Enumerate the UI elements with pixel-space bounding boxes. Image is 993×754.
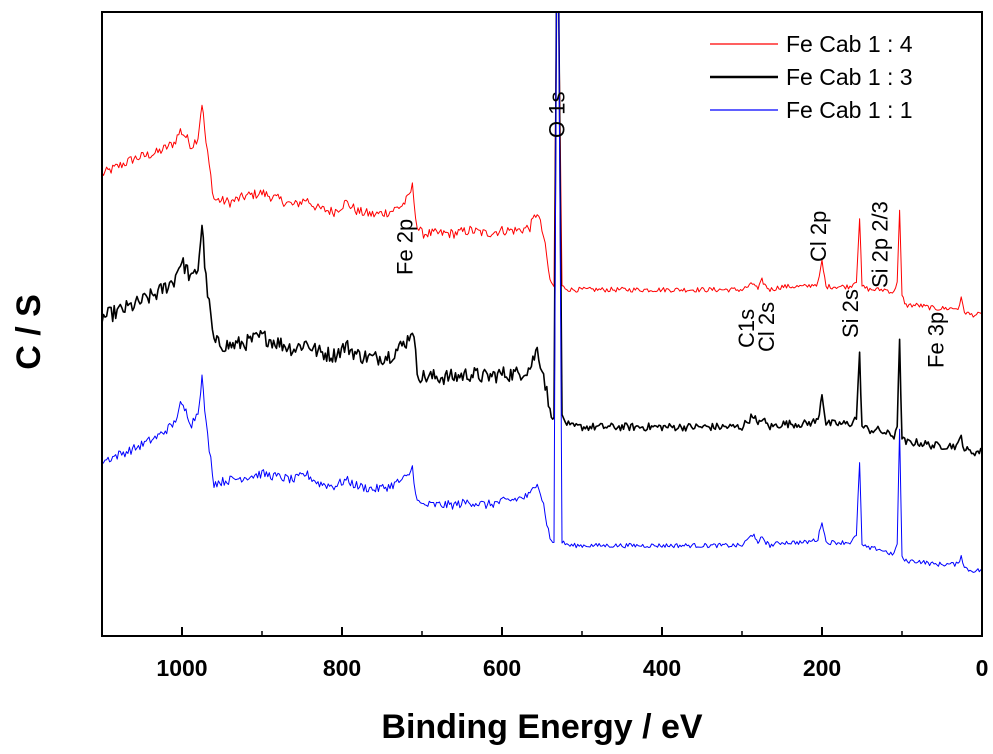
- series-line-2: [101, 11, 983, 457]
- legend-label: Fe Cab 1 : 1: [786, 97, 913, 123]
- peak-label: Si 2p 2/3: [868, 201, 893, 288]
- x-tick-label: 800: [323, 655, 361, 681]
- peak-label: Cl 2p: [806, 211, 831, 262]
- x-tick-label: 200: [803, 655, 841, 681]
- legend-label: Fe Cab 1 : 4: [786, 31, 913, 57]
- plot-frame: [101, 11, 983, 637]
- x-tick-label: 1000: [156, 655, 207, 681]
- peak-label: Si 2s: [838, 289, 863, 338]
- x-tick-label: 400: [643, 655, 681, 681]
- x-axis-title: Binding Energy / eV: [381, 708, 702, 746]
- peak-label: Fe 3p: [924, 312, 949, 368]
- y-axis-title: C / S: [10, 294, 48, 370]
- series-line-1: [101, 11, 983, 318]
- peak-label: O 1s: [544, 92, 569, 138]
- series-line-3: [101, 11, 983, 573]
- x-axis-ticks: 1000 800 600 400 200 0: [101, 627, 989, 681]
- peak-label: C1s: [734, 309, 759, 348]
- x-tick-label: 0: [976, 655, 989, 681]
- plot-lines: [101, 11, 983, 573]
- legend-label: Fe Cab 1 : 3: [786, 64, 913, 90]
- peak-label: Fe 2p: [392, 219, 417, 275]
- peak-label: Cl 2s: [754, 302, 779, 352]
- legend: Fe Cab 1 : 4 Fe Cab 1 : 3 Fe Cab 1 : 1: [710, 31, 913, 123]
- x-tick-label: 600: [483, 655, 521, 681]
